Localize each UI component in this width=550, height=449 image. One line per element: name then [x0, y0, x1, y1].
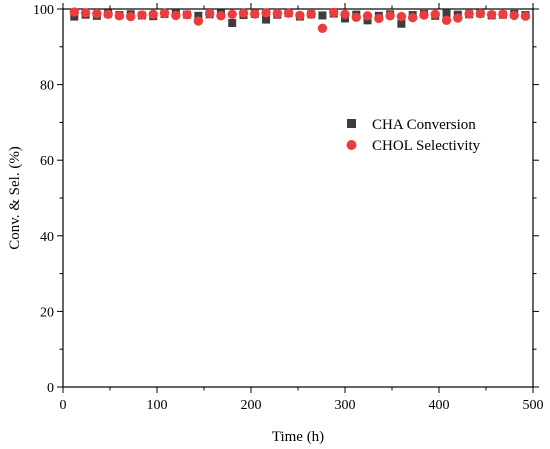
legend-label-cha-conversion: CHA Conversion: [372, 117, 476, 133]
data-point: [227, 9, 237, 19]
x-tick-label: 0: [60, 398, 67, 413]
data-point: [137, 10, 147, 20]
data-point: [520, 11, 531, 21]
legend-marker-chol-selectivity: [346, 140, 357, 150]
x-tick-label: 100: [147, 398, 168, 413]
x-tick-label: 400: [429, 398, 450, 413]
data-point: [261, 8, 271, 18]
series-chol-selectivity: [69, 7, 531, 33]
data-point: [430, 9, 440, 19]
data-point: [182, 9, 192, 20]
data-point: [407, 12, 418, 23]
data-point: [148, 9, 158, 19]
data-point: [351, 12, 361, 23]
data-point: [250, 9, 260, 19]
data-point: [441, 15, 452, 26]
plot-axes: 0 100 200 300 400 500 0 20 40 60 80 100: [33, 3, 544, 413]
data-point: [194, 11, 203, 20]
legend-marker-cha-conversion: [347, 119, 356, 128]
data-point: [317, 23, 328, 33]
y-tick-label: 60: [40, 154, 54, 169]
data-point: [92, 8, 102, 19]
data-point: [114, 11, 125, 21]
data-point: [295, 10, 305, 21]
data-point: [374, 13, 384, 24]
data-point: [306, 9, 316, 19]
data-point: [362, 11, 373, 21]
data-point: [216, 11, 226, 21]
data-point: [125, 11, 136, 22]
y-tick-label: 80: [40, 79, 54, 94]
data-point: [340, 9, 350, 19]
data-point: [69, 7, 79, 17]
data-point: [385, 11, 395, 21]
data-point: [486, 9, 497, 20]
data-point: [419, 10, 429, 20]
legend: CHA Conversion CHOL Selectivity: [346, 117, 481, 154]
data-point: [204, 8, 215, 19]
data-point: [318, 11, 327, 20]
data-point: [498, 9, 508, 19]
data-point: [283, 8, 294, 18]
legend-label-chol-selectivity: CHOL Selectivity: [372, 138, 481, 154]
x-tick-label: 500: [523, 398, 544, 413]
y-tick-label: 100: [33, 3, 54, 18]
data-point: [193, 16, 204, 26]
data-point: [442, 9, 451, 18]
data-point: [397, 19, 406, 28]
plot-frame: [62, 8, 534, 388]
x-tick-label: 200: [241, 398, 262, 413]
y-tick-label: 40: [40, 230, 54, 245]
data-point: [262, 15, 271, 24]
x-axis-label: Time (h): [272, 429, 324, 445]
data-point: [453, 13, 463, 23]
data-point: [272, 8, 283, 19]
data-point: [80, 8, 91, 18]
y-axis-label: Conv. & Sel. (%): [7, 146, 23, 250]
data-point: [475, 8, 486, 19]
data-point: [103, 9, 113, 19]
y-tick-label: 0: [47, 381, 54, 396]
data-series-layer: [69, 7, 531, 33]
data-point: [159, 8, 170, 18]
x-tick-label: 300: [335, 398, 356, 413]
data-point: [509, 10, 519, 21]
data-point: [464, 9, 474, 19]
data-point: [171, 10, 181, 21]
data-point: [396, 11, 407, 22]
data-point: [329, 7, 339, 18]
data-point: [238, 8, 249, 18]
data-point: [228, 18, 237, 27]
y-tick-label: 20: [40, 305, 54, 320]
